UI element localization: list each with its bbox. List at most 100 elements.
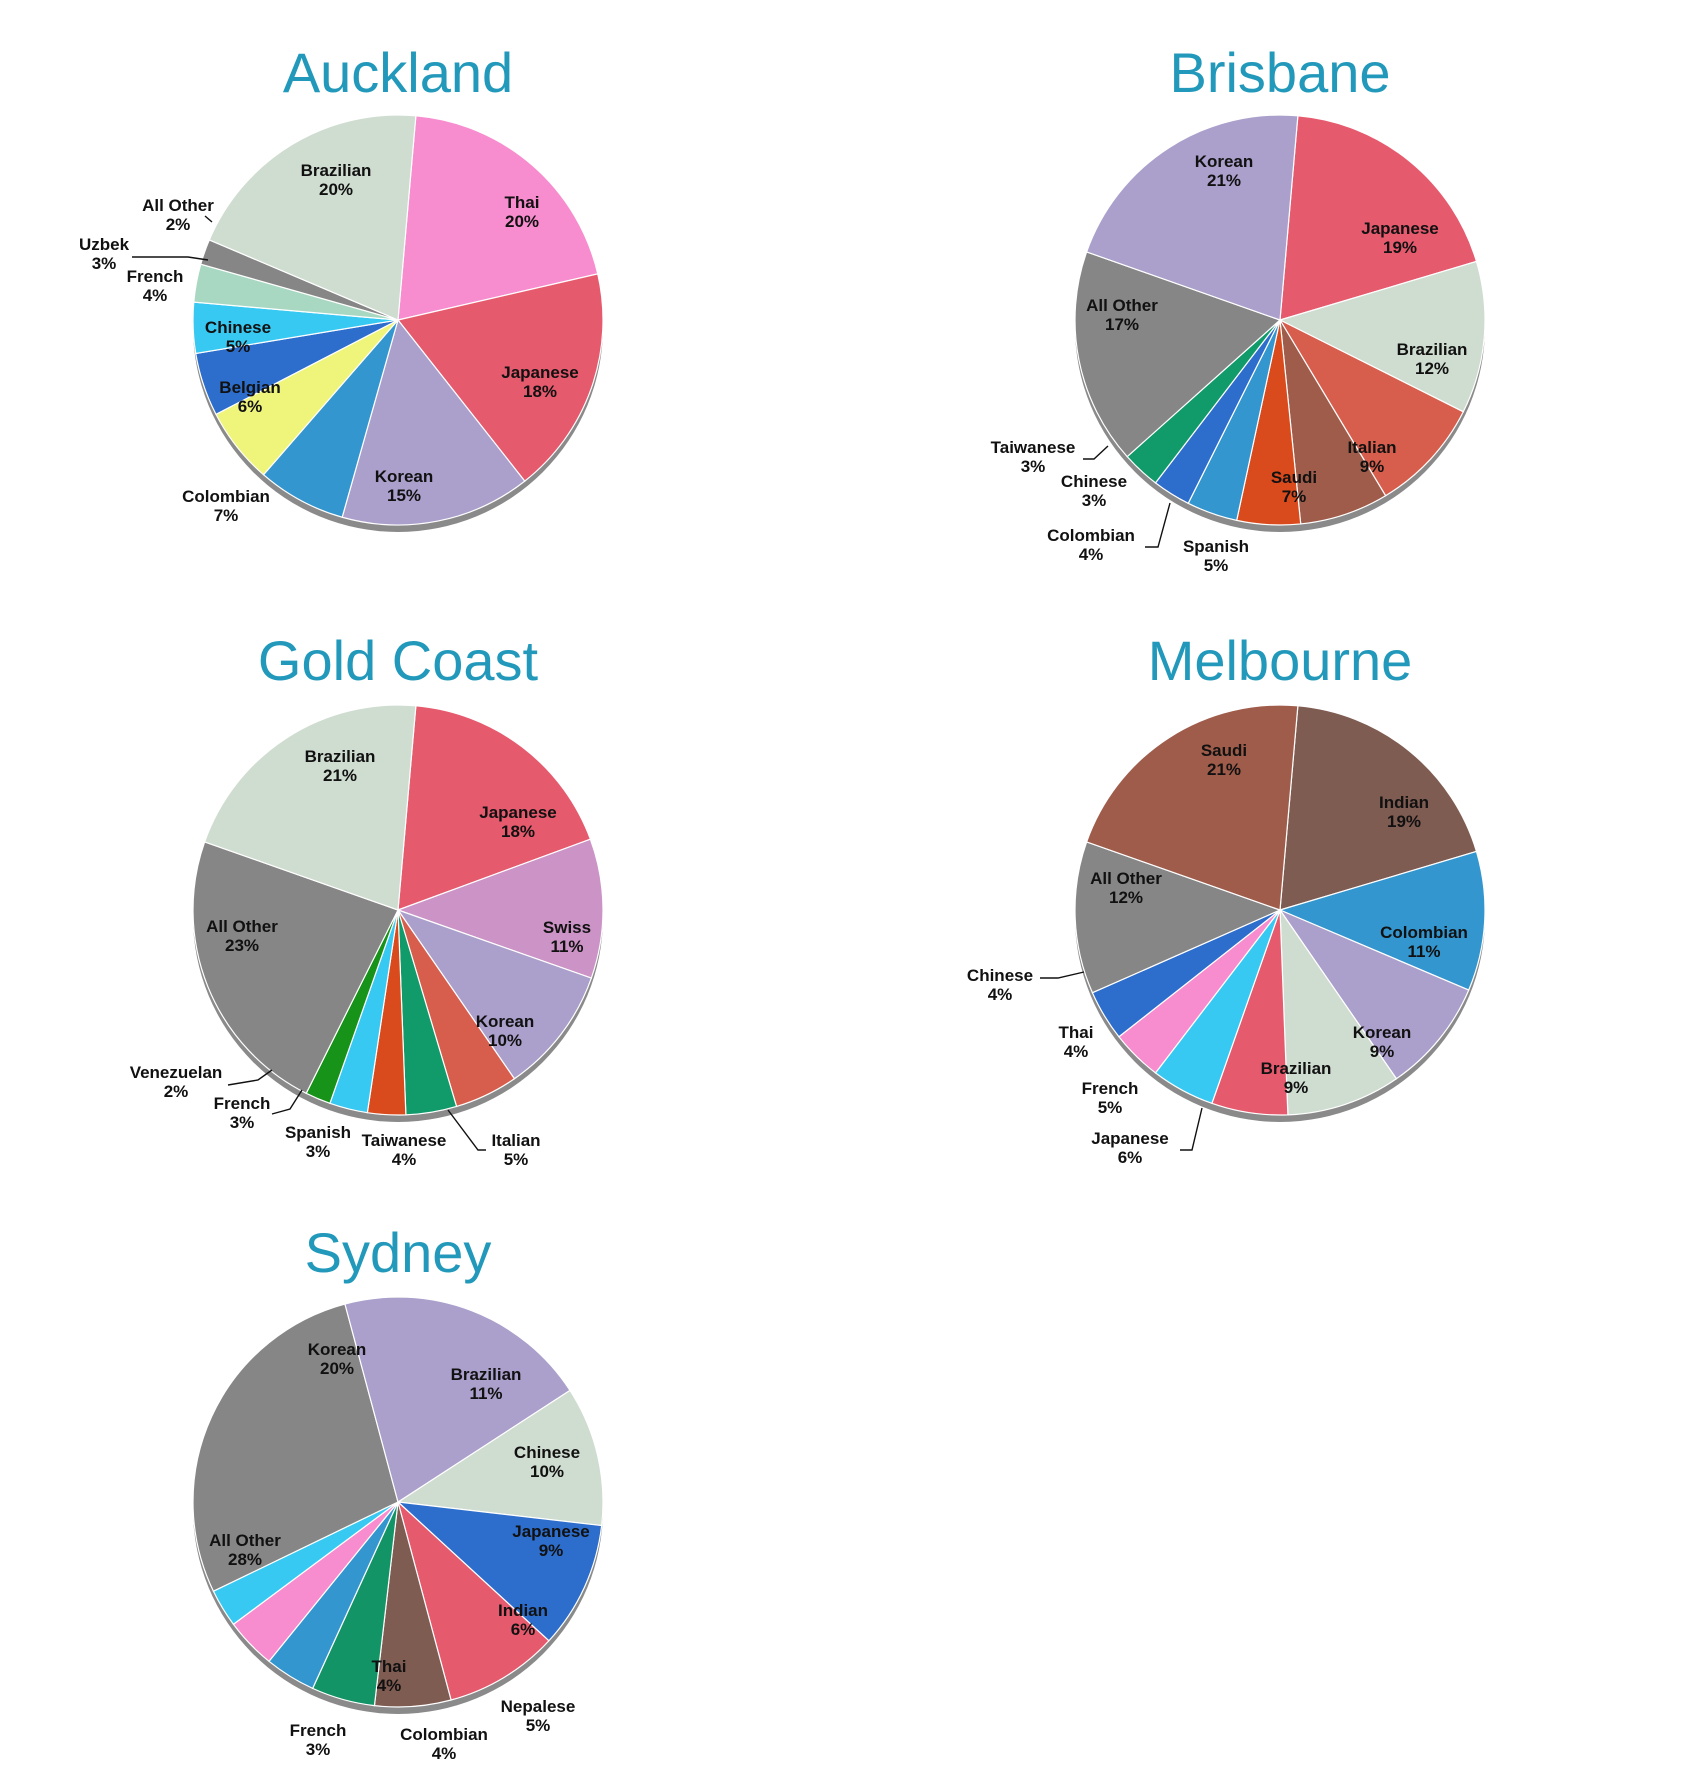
slice-label-name: Brazilian bbox=[301, 161, 372, 180]
slice-label-value: 12% bbox=[1109, 888, 1143, 907]
pie-slice-swiss bbox=[396, 838, 604, 979]
slice-label-value: 2% bbox=[164, 1082, 189, 1101]
slice-label-name: Chinese bbox=[1061, 472, 1127, 491]
pie-slice-brazilian bbox=[1279, 907, 1398, 1116]
pie-slice-thai bbox=[397, 115, 599, 321]
pie-slice-korean bbox=[1278, 908, 1470, 1080]
leader-line-uzbek bbox=[132, 256, 209, 261]
slice-label-name: Thai bbox=[372, 1657, 407, 1676]
chart-title: Auckland bbox=[283, 41, 513, 104]
slice-label-name: Italian bbox=[491, 1131, 540, 1150]
slice-label-name: Japanese bbox=[501, 363, 579, 382]
slice-label-value: 9% bbox=[1284, 1078, 1309, 1097]
chart-title: Gold Coast bbox=[258, 629, 539, 692]
slice-label-name: Spanish bbox=[285, 1123, 351, 1142]
slice-label-name: All Other bbox=[1090, 869, 1162, 888]
slice-label-value: 28% bbox=[228, 1550, 262, 1569]
pie-slice-all-other bbox=[192, 841, 399, 1095]
slice-label-name: Belgian bbox=[219, 378, 280, 397]
slice-label-name: Japanese bbox=[1361, 219, 1439, 238]
slice-label-name: Brazilian bbox=[1397, 340, 1468, 359]
slice-label-name: Thai bbox=[1059, 1023, 1094, 1042]
slice-label-value: 6% bbox=[1118, 1148, 1143, 1167]
chart-title: Melbourne bbox=[1148, 629, 1413, 692]
slice-label-value: 21% bbox=[1207, 171, 1241, 190]
slice-label-value: 5% bbox=[226, 337, 251, 356]
slice-label-value: 17% bbox=[1105, 315, 1139, 334]
slice-label-value: 11% bbox=[550, 937, 583, 956]
slice-label-name: Japanese bbox=[512, 1522, 590, 1541]
slice-label-value: 3% bbox=[230, 1113, 255, 1132]
slice-label-name: Saudi bbox=[1201, 741, 1247, 760]
slice-label-value: 21% bbox=[1207, 760, 1241, 779]
slice-label-value: 6% bbox=[238, 397, 263, 416]
pie-slice-brazilian bbox=[1278, 260, 1486, 413]
slice-label-value: 11% bbox=[469, 1384, 502, 1403]
slice-label-name: Korean bbox=[308, 1340, 367, 1359]
slice-label-name: Colombian bbox=[182, 487, 270, 506]
slice-label-name: Colombian bbox=[1047, 526, 1135, 545]
pie-slice-indian bbox=[1279, 705, 1478, 911]
slice-label-name: All Other bbox=[142, 196, 214, 215]
slice-label-value: 5% bbox=[504, 1150, 529, 1169]
pie-slice-japanese bbox=[396, 273, 604, 482]
pie-slice-brazilian bbox=[396, 1389, 604, 1527]
slice-label-name: Japanese bbox=[479, 803, 557, 822]
slice-label-value: 3% bbox=[92, 254, 117, 273]
slice-label-value: 20% bbox=[319, 180, 353, 199]
slice-label-value: 3% bbox=[1082, 491, 1107, 510]
slice-label-value: 4% bbox=[1064, 1042, 1089, 1061]
slice-label-value: 23% bbox=[225, 936, 259, 955]
leader-line-chinese bbox=[1040, 971, 1085, 979]
slice-label-value: 18% bbox=[501, 822, 535, 841]
slice-label-name: Venezuelan bbox=[130, 1063, 223, 1082]
leader-line-japanese bbox=[1180, 1107, 1203, 1151]
slice-label-name: Indian bbox=[498, 1601, 548, 1620]
leader-line-all-other bbox=[204, 215, 213, 223]
slice-label-name: All Other bbox=[209, 1531, 281, 1550]
slice-label-name: Korean bbox=[1353, 1023, 1412, 1042]
slice-label-name: All Other bbox=[1086, 296, 1158, 315]
slice-label-value: 3% bbox=[306, 1740, 331, 1759]
slice-label-name: Thai bbox=[505, 193, 540, 212]
slice-label-name: Chinese bbox=[205, 318, 271, 337]
pie-slice-korean bbox=[344, 1296, 571, 1503]
slice-label-name: French bbox=[1082, 1079, 1139, 1098]
slice-label-name: Swiss bbox=[543, 918, 591, 937]
slice-label-value: 4% bbox=[988, 985, 1013, 1004]
pie-slice-korean bbox=[1085, 114, 1299, 321]
leader-line-colombian bbox=[1145, 502, 1171, 548]
slice-label-value: 7% bbox=[1282, 487, 1307, 506]
slice-label-name: Taiwanese bbox=[991, 438, 1076, 457]
slice-label-value: 4% bbox=[1079, 545, 1104, 564]
slice-label-value: 11% bbox=[1407, 942, 1440, 961]
pie-slice-korean bbox=[341, 318, 526, 526]
slice-label-value: 4% bbox=[392, 1150, 417, 1169]
